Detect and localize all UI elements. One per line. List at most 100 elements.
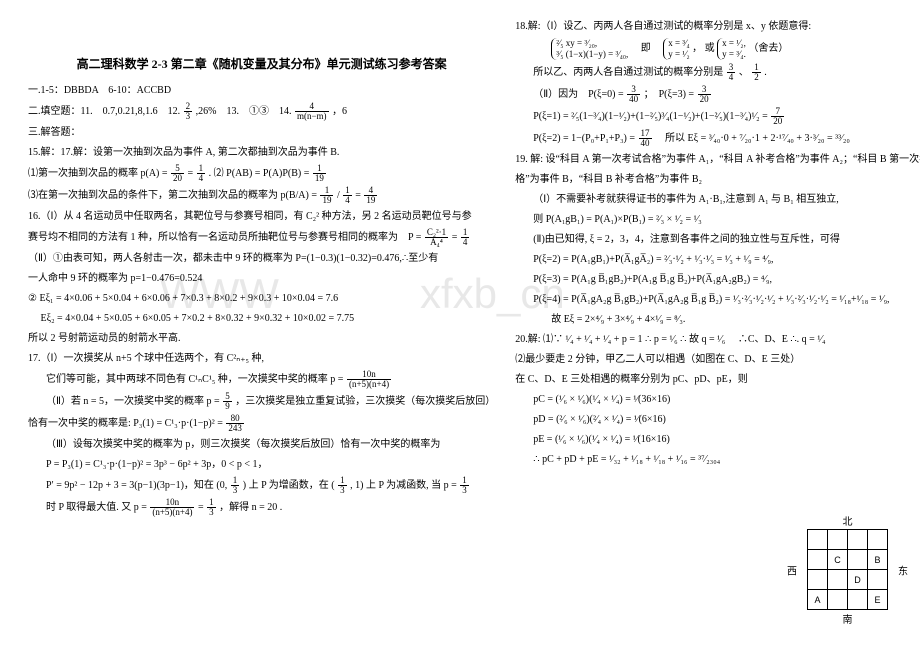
section-header: 三.解答题： xyxy=(28,124,495,141)
fraction: 13 xyxy=(231,476,240,495)
q16-2b: 一人命中 9 环的概率为 p=1−0.476=0.524 xyxy=(28,270,495,287)
text: x = ³⁄₄ xyxy=(668,38,689,48)
fraction: 13 xyxy=(207,498,216,517)
fraction: 23 xyxy=(184,102,193,121)
answers-mc: 一.1-5：DBBDA 6-10：ACCBD xyxy=(28,82,495,99)
fraction: 720 xyxy=(771,107,784,126)
text: 所以乙、丙两人各自通过测试的概率分别是 xyxy=(533,66,723,77)
text: y = ¹⁄₂ xyxy=(668,49,689,59)
fraction: 119 xyxy=(320,186,333,205)
text: P′ = 9p² − 12p + 3 = 3(p−1)(3p−1)，知在 (0, xyxy=(46,480,230,491)
text: = xyxy=(198,502,206,513)
text: 12. xyxy=(168,106,181,117)
q15-3: ⑶在第一次抽到次品的条件下，第二次抽到次品的概率为 p(B/A) = 119 /… xyxy=(28,186,495,205)
fraction: 14 xyxy=(197,164,206,183)
fraction: 59 xyxy=(223,392,232,411)
q19-exp: 故 Eξ = 2×⁴⁄₉ + 3×⁴⁄₉ + 4×¹⁄₉ = ⁸⁄₃. xyxy=(515,311,920,328)
text: ) 上 P 为增函数，在 ( xyxy=(243,480,335,491)
fraction: 1740 xyxy=(639,129,652,148)
text: （Ⅱ）若 n = 5，一次摸奖中奖的概率 p = xyxy=(46,396,220,407)
text: 时 P 取得最大值. 又 p = xyxy=(46,502,147,513)
q20-2a: ⑵最少要走 2 分钟，甲乙二人可以相遇（如图在 C、D、E 三处） xyxy=(515,351,920,368)
text: ， 或 xyxy=(692,43,715,54)
q16-2c: ② Eξ₁ = 4×0.06 + 5×0.04 + 6×0.06 + 7×0.3… xyxy=(28,290,495,307)
left-column: 高二理科数学 2-3 第二章《随机变量及其分布》单元测试练习参考答案 一.1-5… xyxy=(28,18,495,632)
text: y = ³⁄₄. xyxy=(722,49,746,59)
text: . xyxy=(764,66,767,77)
text: . ⑵ P(AB) = P(A)P(B) = xyxy=(209,168,310,179)
text: / xyxy=(337,190,342,201)
fraction: 419 xyxy=(364,186,377,205)
fraction: 14 xyxy=(461,228,470,247)
text: P(ξ=2) = 1−(P₀+P₁+P₃) = xyxy=(533,132,635,143)
text: ³⁄₄₀·0 + ⁷⁄₂₀·1 + 2·¹⁷⁄₄₀ + 3·³⁄₂₀ = ³³⁄… xyxy=(709,132,850,143)
brace: x = ¹⁄₂, y = ³⁄₄. xyxy=(717,38,746,60)
answers-fill: 二.填空题：11. 0.7,0.21,8,1.6 12. 23 ,26% 13.… xyxy=(28,102,495,121)
text: 赛号均不相同的方法有 1 种，所以恰有一名运动员所抽靶位号与参赛号相同的概率为 … xyxy=(28,232,421,243)
q19-1a: （Ⅰ）不需要补考就获得证书的事件为 A₁·B₁,注意到 A₁ 与 B₁ 相互独立… xyxy=(515,191,920,208)
q19-2: (Ⅱ)由已知得, ξ = 2，3，4，注意到各事件之间的独立性与互斥性，可得 xyxy=(515,231,920,248)
q17-2: （Ⅱ）若 n = 5，一次摸奖中奖的概率 p = 59 ，三次摸奖是独立重复试验… xyxy=(28,392,495,411)
text: （Ⅱ）因为 P(ξ=0) = xyxy=(533,88,623,99)
text: x = ¹⁄₂, xyxy=(722,38,746,48)
fraction: C₂²·1A₄⁴ xyxy=(425,228,448,247)
q15-1: ⑴第一次抽到次品的概率 p(A) = 520 = 14 . ⑵ P(AB) = … xyxy=(28,164,495,183)
q15: 15.解：17.解：设第一次抽到次品为事件 A, 第二次都抽到次品为事件 B. xyxy=(28,144,495,161)
q19-p2: P(ξ=2) = P(A₁gB₁)+P(A̅₁gA̅₂) = ²⁄₃·¹⁄₂ +… xyxy=(515,251,920,268)
q20-pc: pC = (¹⁄₆ × ¹⁄₆)(¹⁄₄ × ¹⁄₄) = ¹⁄(36×16) xyxy=(515,391,920,408)
text: ²⁄₅ xy = ³⁄₂₀, xyxy=(556,38,597,48)
fraction: 14 xyxy=(343,186,352,205)
q16-2e: 所以 2 号射箭运动员的射箭水平高. xyxy=(28,330,495,347)
text: = xyxy=(188,168,196,179)
text: 14. xyxy=(279,106,292,117)
q17-3b: P = P₃(1) = C¹₃·p·(1−p)² = 3p³ − 6p² + 3… xyxy=(28,456,495,473)
right-column: 18.解:（Ⅰ）设乙、丙两人各自通过测试的概率分别是 x、y 依题意得: ²⁄₅… xyxy=(515,18,920,632)
q20-pe: pE = (¹⁄₆ × ¹⁄₆)(¹⁄₄ × ¹⁄₄) = ¹⁄(16×16) xyxy=(515,431,920,448)
text: = xyxy=(452,232,460,243)
q19-b: 格”为事件 B，“科目 B 补考合格”为事件 B₂ xyxy=(515,171,920,188)
text: ³⁄₅ (1−x)(1−y) = ³⁄₄₀, xyxy=(556,49,628,59)
q20-1: 20.解: ⑴∵ ¹⁄₄ + ¹⁄₄ + ¹⁄₄ + p = 1 ∴ p = ¹… xyxy=(515,331,920,348)
fraction: 10n(n+5)(n+4) xyxy=(150,498,194,517)
q16-1b: 赛号均不相同的方法有 1 种，所以恰有一名运动员所抽靶位号与参赛号相同的概率为 … xyxy=(28,228,495,247)
fraction: 13 xyxy=(338,476,347,495)
q20-pd: pD = (²⁄₆ × ¹⁄₆)(²⁄₄ × ¹⁄₄) = ¹⁄(6×16) xyxy=(515,411,920,428)
q18-2a: （Ⅱ）因为 P(ξ=0) = 340 ； P(ξ=3) = 320 xyxy=(515,85,920,104)
text: 它们等可能，其中两球不同色有 C¹ₙC¹₅ 种，一次摸奖中奖的概率 p = xyxy=(46,374,343,385)
fraction: 12 xyxy=(752,63,761,82)
text: ，解得 n = 20 . xyxy=(219,502,282,513)
q16-1a: 16.（Ⅰ）从 4 名运动员中任取两名，其靶位号与参赛号相同，有 C₂² 种方法… xyxy=(28,208,495,225)
q17-2b: 恰有一次中奖的概率是: P₃(1) = C¹₃·p·(1−p)² = 80243 xyxy=(28,414,495,433)
brace: x = ³⁄₄ y = ¹⁄₂ xyxy=(663,38,689,60)
fraction: 10n(n+5)(n+4) xyxy=(347,370,391,389)
q17-3c: P′ = 9p² − 12p + 3 = 3(p−1)(3p−1)，知在 (0,… xyxy=(28,476,495,495)
text: , 1) 上 P 为减函数, 当 p = xyxy=(350,480,459,491)
text: ； P(ξ=3) = xyxy=(644,88,694,99)
q19-a: 19. 解: 设“科目 A 第一次考试合格”为事件 A₁，“科目 A 补考合格”… xyxy=(515,151,920,168)
q20-sum: ∴ pC + pD + pE = ¹⁄₃₂ + ¹⁄₁₈ + ¹⁄₁₈ + ¹⁄… xyxy=(515,451,920,468)
fraction: 119 xyxy=(313,164,326,183)
document-title: 高二理科数学 2-3 第二章《随机变量及其分布》单元测试练习参考答案 xyxy=(28,54,495,74)
q19-p3: P(ξ=3) = P(A₁g B̅₁gB₂)+P(A₁g B̅₁g B̅₂)+P… xyxy=(515,271,920,288)
fraction: 4m(n−m) xyxy=(295,102,329,121)
fraction: 13 xyxy=(460,476,469,495)
q16-2a: （Ⅱ）①由表可知，两人各射击一次，都未击中 9 环的概率为 P=(1−0.3)(… xyxy=(28,250,495,267)
text: ⑶在第一次抽到次品的条件下，第二次抽到次品的概率为 p(B/A) = xyxy=(28,190,317,201)
q18-system: ²⁄₅ xy = ³⁄₂₀, ³⁄₅ (1−x)(1−y) = ³⁄₄₀, 即 … xyxy=(515,38,920,60)
q19-p4: P(ξ=4) = P(A̅₁gA₂g B̅₁gB₂)+P(A̅₁gA₂g B̅₁… xyxy=(515,291,920,308)
text: （舍去） xyxy=(748,43,788,54)
text: 恰有一次中奖的概率是: P₃(1) = C¹₃·p·(1−p)² = xyxy=(28,418,223,429)
text: ，三次摸奖是独立重复试验，三次摸奖（每次摸奖后放回） xyxy=(235,396,495,407)
text: 二.填空题：11. 0.7,0.21,8,1.6 xyxy=(28,106,158,117)
q18-2b: P(ξ=1) = ²⁄₅(1−³⁄₄)(1−¹⁄₂)+(1−²⁄₅)³⁄₄(1−… xyxy=(515,107,920,126)
q17-3a: （Ⅲ）设每次摸奖中奖的概率为 p，则三次摸奖（每次摸奖后放回）恰有一次中奖的概率… xyxy=(28,436,495,453)
text: ²⁄₃ × ¹⁄₂ = ¹⁄₃ xyxy=(656,214,702,225)
text: = xyxy=(355,190,363,201)
fraction: 320 xyxy=(698,85,711,104)
text: ⑴第一次抽到次品的概率 p(A) = xyxy=(28,168,168,179)
q18-1: 18.解:（Ⅰ）设乙、丙两人各自通过测试的概率分别是 x、y 依题意得: xyxy=(515,18,920,35)
q17-1a: 17.（Ⅰ）一次摸奖从 n+5 个球中任选两个，有 C²ₙ₊₅ 种, xyxy=(28,350,495,367)
text: 13. ①③ xyxy=(226,106,269,117)
q20-2b: 在 C、D、E 三处相遇的概率分别为 pC、pD、pE，则 xyxy=(515,371,920,388)
fraction: 520 xyxy=(171,164,184,183)
